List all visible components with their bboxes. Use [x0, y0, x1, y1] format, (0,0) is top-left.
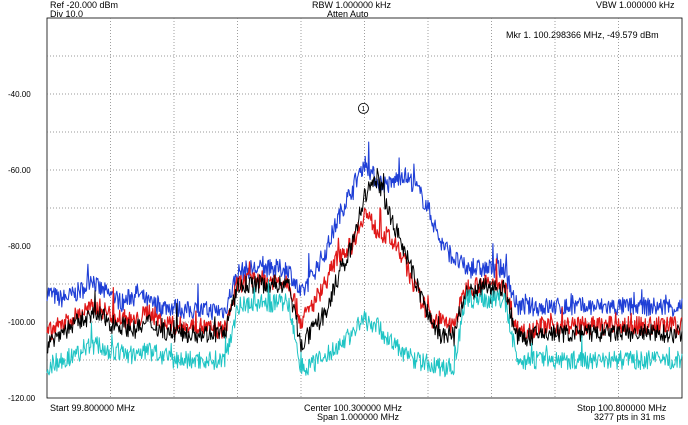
trace-line [46, 207, 683, 342]
marker-number: 1 [362, 106, 366, 113]
ref-level-label: Ref -20.000 dBm [50, 0, 119, 10]
y-tick-label: -100.00 [8, 318, 36, 327]
y-tick-label: -120.00 [8, 394, 36, 403]
atten-label: Atten Auto [327, 9, 369, 19]
marker-1: 1 [358, 103, 369, 114]
marker-readout: Mkr 1. 100.298366 MHz, -49.579 dBm [506, 30, 659, 40]
traces [46, 141, 683, 378]
span-label: Span 1.000000 MHz [317, 412, 400, 422]
y-tick-label: -40.00 [8, 90, 31, 99]
trace-line [46, 278, 683, 378]
rbw-label: RBW 1.000000 kHz [312, 0, 392, 10]
marker-diamond-icon [358, 103, 369, 114]
trace-line [46, 141, 683, 321]
start-freq-label: Start 99.800000 MHz [50, 403, 136, 413]
grid [47, 18, 682, 398]
center-freq-label: Center 100.300000 MHz [304, 403, 403, 413]
points-label: 3277 pts in 31 ms [594, 412, 666, 422]
vbw-label: VBW 1.000000 kHz [596, 0, 675, 10]
stop-freq-label: Stop 100.800000 MHz [577, 403, 667, 413]
y-tick-label: -80.00 [8, 242, 31, 251]
trace-line [46, 167, 683, 354]
y-tick-label: -60.00 [8, 166, 31, 175]
div-label: Div 10.0 [50, 9, 84, 19]
